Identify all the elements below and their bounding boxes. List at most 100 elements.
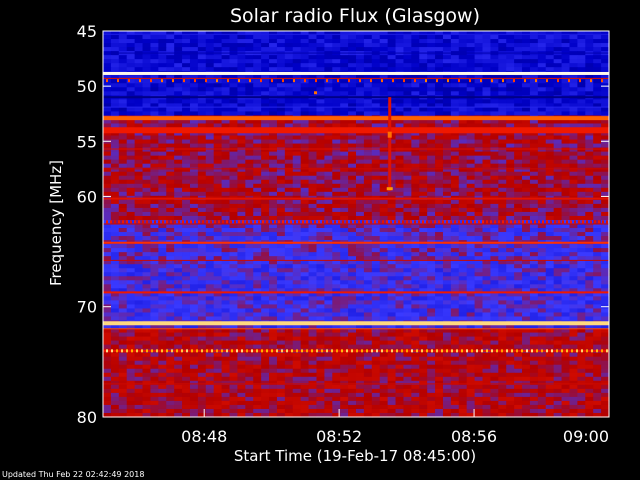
spectrogram-cell — [419, 119, 428, 125]
spectrogram-cell — [237, 312, 246, 318]
spectrogram-cell — [569, 224, 578, 229]
spectrogram-cell — [585, 39, 594, 44]
spectrogram-cell — [356, 340, 365, 346]
spectrogram-cell — [316, 75, 325, 80]
spectrogram-cell — [561, 296, 571, 301]
spectrogram-cell — [490, 155, 499, 161]
spectrogram-cell — [229, 268, 239, 273]
spectrogram-cell — [245, 159, 254, 165]
spectrogram-cell — [427, 135, 436, 141]
spectrogram-cell — [545, 35, 555, 40]
spectrogram-cell — [166, 191, 175, 197]
spectrogram-cell — [182, 340, 191, 346]
spectrogram-cell — [213, 332, 223, 338]
spectrogram-cell — [189, 63, 199, 68]
spectrogram-cell — [379, 316, 389, 322]
spectrogram-cell — [150, 211, 159, 217]
spectrogram-cell — [134, 328, 144, 334]
spectrogram-cell — [103, 264, 112, 269]
spectrogram-cell — [189, 296, 199, 301]
spectrogram-cell — [395, 203, 405, 209]
spectrogram-cell — [450, 268, 460, 273]
spectrogram-cell — [158, 228, 167, 233]
spectrogram-cell — [553, 236, 563, 241]
spectrogram-cell — [537, 87, 547, 92]
spectrogram-cell — [490, 147, 499, 153]
spectrogram-cell — [585, 179, 594, 185]
spectrogram-cell — [363, 171, 373, 177]
spectrogram-cell — [340, 224, 349, 229]
spectrogram-cell — [577, 332, 586, 338]
spectrogram-cell — [348, 312, 357, 318]
spectrogram-cell — [482, 43, 492, 48]
spectrogram-cell — [292, 107, 302, 113]
spectrogram-cell — [593, 67, 602, 72]
spectrogram-cell — [442, 31, 452, 36]
spectrogram-cell — [174, 203, 183, 209]
spectrogram-cell — [427, 203, 436, 209]
spectrogram-cell — [276, 340, 286, 346]
spectrogram-cell — [561, 284, 571, 289]
spectrogram-cell — [474, 83, 484, 88]
spectrogram-cell — [324, 67, 333, 72]
spectrogram-cell — [498, 83, 507, 88]
spectrogram-cell — [300, 328, 310, 334]
spectrogram-cell — [427, 119, 436, 125]
spectrogram-cell — [435, 43, 444, 48]
spectrogram-cell — [569, 232, 578, 237]
spectrogram-cell — [253, 103, 262, 108]
spectrogram-cell — [229, 167, 239, 173]
spectrogram-cell — [356, 155, 365, 161]
spectrogram-cell — [427, 252, 436, 257]
spectrogram-cell — [300, 63, 310, 68]
spectrogram-cell — [340, 139, 349, 145]
spectrogram-cell — [569, 67, 578, 72]
spectrogram-cell — [537, 139, 547, 145]
spectrogram-cell — [363, 103, 373, 108]
spectrogram-cell — [466, 340, 476, 346]
spectrogram-cell — [379, 308, 389, 314]
spectrogram-cell — [577, 67, 586, 72]
spectrogram-cell — [490, 163, 499, 169]
spectrogram-cell — [553, 284, 563, 289]
spectrogram-cell — [110, 47, 120, 52]
spectrogram-cell — [474, 280, 484, 285]
spectrogram-cell — [103, 336, 112, 342]
spectrogram-cell — [474, 139, 484, 145]
spectrogram-cell — [474, 236, 484, 241]
spectrogram-cell — [601, 35, 610, 40]
spectrogram-cell — [308, 39, 318, 44]
spectrogram-cell — [442, 308, 452, 314]
spectrogram-cell — [142, 336, 152, 342]
spectrogram-cell — [284, 268, 294, 273]
spectrogram-cell — [205, 47, 215, 52]
spectrogram-cell — [221, 300, 231, 306]
spectrogram-cell — [182, 264, 191, 269]
spectrogram-cell — [340, 300, 349, 306]
spectrogram-cell — [300, 159, 310, 165]
spectrogram-cell — [166, 260, 175, 265]
spectrogram-cell — [569, 171, 578, 177]
spectrogram-cell — [395, 296, 405, 301]
spectrogram-cell — [213, 236, 223, 241]
spectrogram-cell — [340, 288, 349, 293]
spectrogram-cell — [189, 135, 199, 141]
spectrogram-cell — [197, 55, 207, 60]
spectrogram-cell — [261, 244, 270, 249]
spectrogram-cell — [237, 300, 246, 306]
spectrogram-cell — [411, 187, 420, 193]
spectrogram-cell — [332, 191, 341, 197]
spectrogram-cell — [529, 63, 539, 68]
spectrogram-cell — [126, 119, 136, 125]
spectrogram-cell — [498, 59, 507, 64]
spectrogram-cell — [395, 75, 405, 80]
spectrogram-cell — [300, 39, 310, 44]
spectrogram-cell — [545, 211, 555, 217]
spectrogram-cell — [292, 43, 302, 48]
spectrogram-cell — [340, 191, 349, 197]
spectrogram-cell — [435, 340, 444, 346]
spectrogram-cell — [261, 228, 270, 233]
spectrogram-cell — [237, 264, 246, 269]
spectrogram-cell — [419, 99, 428, 104]
spectrogram-cell — [601, 324, 610, 330]
